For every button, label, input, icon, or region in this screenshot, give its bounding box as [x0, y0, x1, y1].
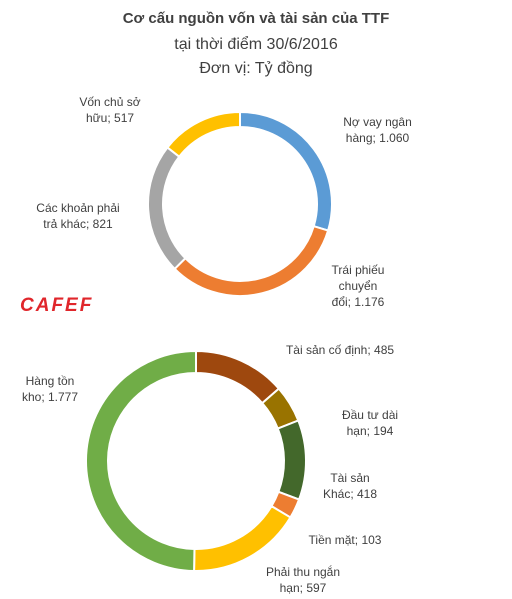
donut-segment — [195, 349, 281, 405]
data-label: Hàng tồn kho1.777 — [0, 373, 100, 405]
title: Cơ cấu nguồn vốn và tài sản của TTF — [122, 10, 390, 27]
category-label: Tài sản cố định — [286, 343, 374, 357]
logo: CAFEF — [20, 295, 94, 316]
data-label: Tài sản cố định485 — [285, 342, 395, 358]
value-label: 485 — [374, 343, 395, 357]
value-label: 1.060 — [379, 131, 410, 145]
category-label: Vốn chủ sở hữu — [79, 95, 140, 125]
data-label: Trái phiếu chuyển đổi1.176 — [322, 262, 394, 310]
unit-note: Đơn vị: Tỷ đồng — [199, 60, 313, 77]
value-label: 517 — [114, 111, 135, 125]
donut-segment — [85, 349, 197, 573]
data-label: Đầu tư dài hạn194 — [330, 407, 410, 439]
category-label: Tiền mặt — [309, 533, 362, 547]
value-label: 1.777 — [48, 390, 79, 404]
donut-segment — [147, 146, 187, 271]
donut-segment — [239, 110, 333, 232]
value-label: 821 — [92, 217, 113, 231]
data-label: Tiền mặt103 — [290, 532, 400, 548]
category-label: Phải thu ngắn hạn — [266, 565, 340, 595]
donut-segment — [173, 224, 330, 297]
data-label: Các khoản phải trả khác821 — [28, 200, 128, 232]
data-label: Phải thu ngắn hạn597 — [258, 564, 348, 596]
subtitle: tại thời điểm 30/6/2016 — [174, 36, 338, 53]
donut-segment — [276, 419, 307, 501]
donut-segment — [193, 504, 292, 572]
data-label: Tài sản Khác418 — [305, 470, 395, 502]
value-label: 1.176 — [354, 295, 385, 309]
value-label: 418 — [357, 487, 378, 501]
value-label: 194 — [373, 424, 394, 438]
donut-segment — [166, 110, 241, 159]
value-label: 597 — [306, 581, 327, 595]
data-label: Vốn chủ sở hữu517 — [70, 94, 150, 126]
data-label: Nợ vay ngân hàng1.060 — [335, 114, 420, 146]
value-label: 103 — [361, 533, 382, 547]
